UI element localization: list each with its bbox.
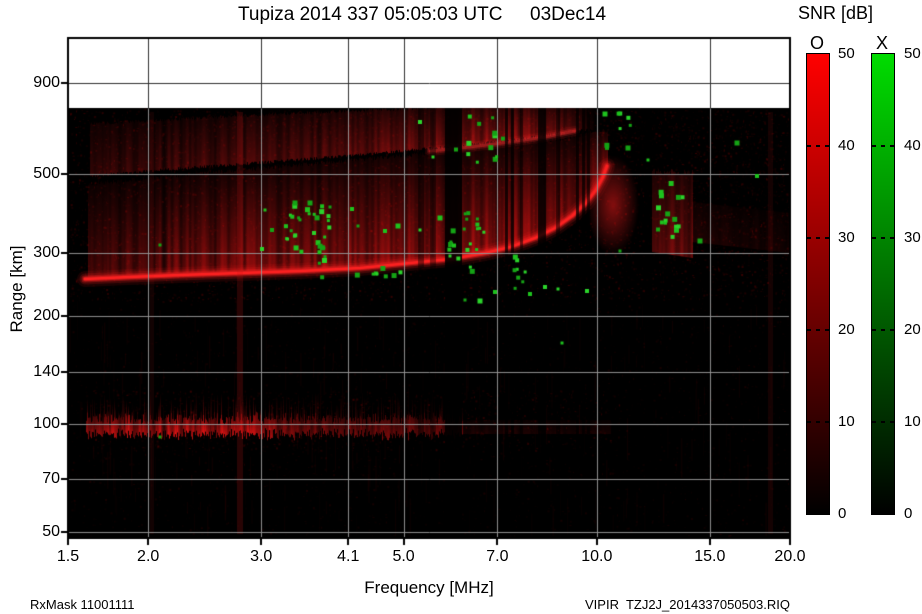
colorbar-x-tick-label: 50 [904,45,921,62]
colorbar-o-tick-label: 50 [838,45,855,62]
y-tick-label: 500 [33,164,60,182]
colorbar-o-mode-label: O [809,33,824,53]
plot-date: 03Dec14 [530,4,607,25]
colorbar-o-tick-label: 30 [838,229,855,246]
x-tick-label: 5.0 [392,548,415,565]
x-tick-label: 15.0 [694,548,726,565]
colorbar-x-mode-label: X [875,33,888,53]
x-tick-label: 20.0 [774,548,806,565]
filename-label: VIPIR TZJ2J_2014337050503.RIQ [585,597,790,612]
y-tick-label: 300 [33,244,60,262]
y-tick-label: 100 [33,414,60,432]
y-tick-label: 50 [42,522,60,540]
x-tick-label: 2.0 [137,548,160,565]
colorbar-tick-dash [807,329,829,331]
colorbar-tick-dash [807,145,829,147]
colorbar-tick-dash [872,329,894,331]
x-tick-label: 7.0 [486,548,509,565]
x-tick-label: 10.0 [581,548,613,565]
y-tick-label: 200 [33,307,60,325]
x-tick-label: 1.5 [56,548,80,565]
colorbar-tick-dash [807,421,829,423]
y-tick-label: 900 [33,73,60,91]
colorbar-x-gradient [871,53,895,515]
x-tick-label: 4.1 [337,548,360,565]
colorbar-tick-dash [872,237,894,239]
colorbar-x-tick-label: 30 [904,229,921,246]
rxmask-label: RxMask 11001111 [30,597,135,612]
colorbar-o-gradient [806,53,830,515]
y-axis-title: Range [km] [7,245,26,333]
colorbar-title: SNR [dB] [798,3,874,23]
y-tick-label: 140 [33,362,60,380]
colorbar-o-tick-label: 40 [838,137,855,154]
colorbar-x-tick-label: 20 [904,321,921,338]
colorbar-tick-dash [872,421,894,423]
plot-title: Tupiza 2014 337 05:05:03 UTC [238,4,503,25]
y-tick-label: 70 [42,470,60,488]
colorbar-tick-dash [807,237,829,239]
colorbar-x-tick-label: 10 [904,413,921,430]
colorbar-x-tick-label: 40 [904,137,921,154]
x-axis-title: Frequency [MHz] [364,578,494,597]
colorbar-o-tick-label: 10 [838,413,855,430]
colorbar-tick-dash [872,145,894,147]
colorbar-x-tick-label: 0 [904,505,913,522]
colorbar-o-tick-label: 0 [838,505,847,522]
colorbar-o-tick-label: 20 [838,321,855,338]
x-tick-label: 3.0 [250,548,273,565]
